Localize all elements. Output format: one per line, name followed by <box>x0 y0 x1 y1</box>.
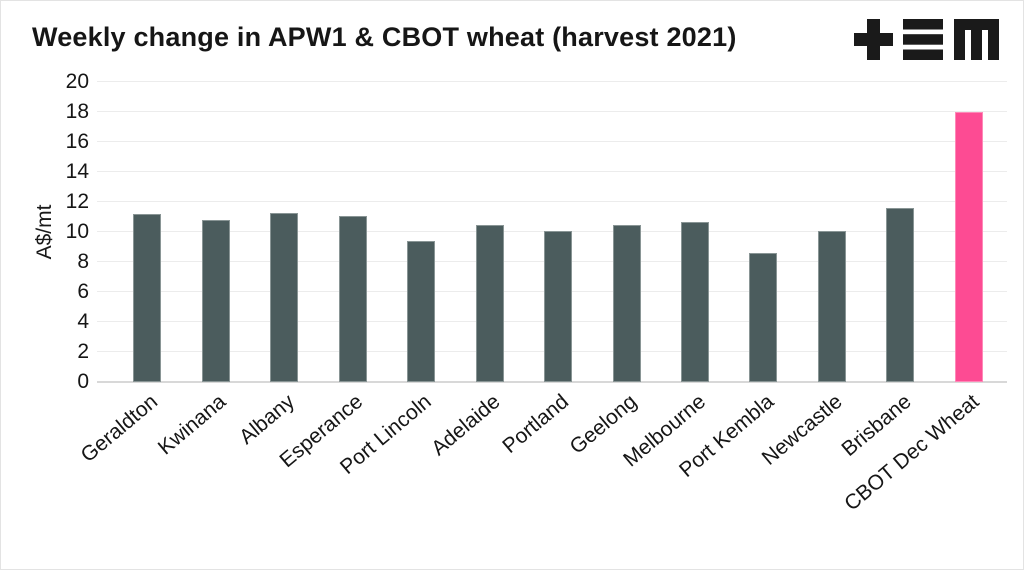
x-label-slot: Geraldton <box>77 390 181 540</box>
y-axis-ticks: 20 18 16 14 12 10 8 6 4 2 0 <box>21 71 89 393</box>
x-label-slot: Port Kembla <box>675 390 797 540</box>
bar-cbot-dec-wheat <box>954 112 983 382</box>
gridline <box>97 81 1007 82</box>
logo-m <box>954 19 999 60</box>
bar-slot <box>250 82 318 382</box>
logo-bar-middle <box>903 34 943 45</box>
bar-geelong <box>612 224 641 382</box>
bar-port-kembla <box>749 253 778 382</box>
y-tick-label: 14 <box>65 160 89 183</box>
bar-slot <box>661 82 729 382</box>
bar-slot <box>729 82 797 382</box>
y-tick-label: 18 <box>65 100 89 123</box>
x-label-slot: Kwinana <box>154 390 249 540</box>
y-tick-label: 6 <box>77 280 89 303</box>
x-axis-line <box>97 381 1007 383</box>
logo-bar-bottom <box>903 49 943 60</box>
bar-albany <box>270 212 299 382</box>
bar-slot <box>592 82 660 382</box>
bar-slot <box>455 82 523 382</box>
bar-slot <box>387 82 455 382</box>
x-tick-label: Geraldton <box>76 390 163 467</box>
x-label-slot: Portland <box>498 390 592 540</box>
y-tick-label: 12 <box>65 190 89 213</box>
plot-area <box>97 81 1007 383</box>
bar-slot <box>935 82 1003 382</box>
x-label-slot: Adelaide <box>427 390 523 540</box>
chart-title: Weekly change in APW1 & CBOT wheat (harv… <box>32 22 737 52</box>
gridline <box>97 141 1007 142</box>
bar-adelaide <box>475 224 504 382</box>
logo-plus-horizontal <box>854 33 893 46</box>
bar-esperance <box>338 215 367 382</box>
tem-logo <box>854 19 999 61</box>
x-axis-labels: Geraldton Kwinana Albany Esperance Port Linc… <box>77 390 1007 540</box>
bar-geraldton <box>133 214 162 382</box>
bar-brisbane <box>886 208 915 382</box>
bar-newcastle <box>817 230 846 382</box>
y-tick-label: 10 <box>65 220 89 243</box>
bar-melbourne <box>680 221 709 382</box>
bar-slot <box>866 82 934 382</box>
y-tick-label: 4 <box>77 310 89 333</box>
bars <box>97 82 1007 382</box>
gridline <box>97 171 1007 172</box>
y-tick-label: 16 <box>65 130 89 153</box>
bar-slot <box>524 82 592 382</box>
y-tick-label: 20 <box>65 70 89 93</box>
tem-logo-icon <box>854 19 999 60</box>
bar-slot <box>798 82 866 382</box>
gridline <box>97 201 1007 202</box>
y-tick-label: 8 <box>77 250 89 273</box>
x-label-slot: Port Lincoln <box>336 390 455 540</box>
bar-slot <box>181 82 249 382</box>
x-label-slot: Geelong <box>566 390 660 540</box>
bar-slot <box>318 82 386 382</box>
x-label-slot: Newcastle <box>758 390 866 540</box>
logo-bar-top <box>903 19 943 30</box>
y-tick-label: 2 <box>77 340 89 363</box>
bar-slot <box>113 82 181 382</box>
bar-portland <box>544 230 573 382</box>
bar-port-lincoln <box>407 241 436 382</box>
y-tick-label: 0 <box>77 370 89 393</box>
x-label-slot: CBOT Dec Wheat <box>840 390 1003 540</box>
bar-kwinana <box>201 220 230 382</box>
gridline <box>97 111 1007 112</box>
